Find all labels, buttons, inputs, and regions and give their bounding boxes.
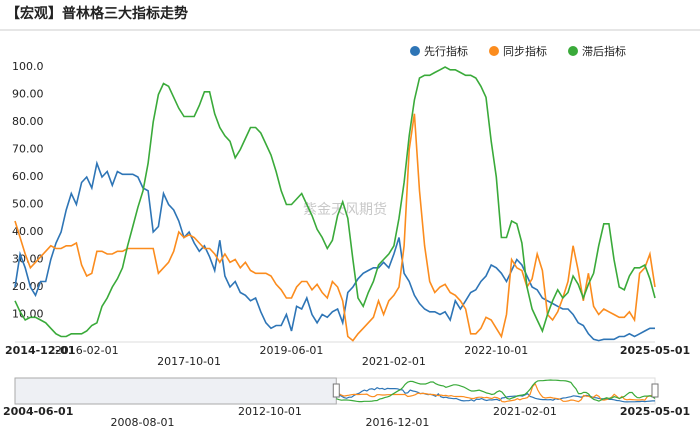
y-tick-label: 100.0 bbox=[12, 60, 44, 73]
navigator-line bbox=[336, 379, 656, 403]
navigator-tick-label: 2008-08-01 bbox=[111, 416, 175, 429]
series-line bbox=[14, 113, 656, 342]
navigator-handle[interactable] bbox=[651, 383, 659, 398]
legend-marker bbox=[568, 46, 578, 56]
x-tick-label: 2017-10-01 bbox=[157, 355, 221, 368]
y-tick-label: 50.00 bbox=[12, 198, 44, 211]
navigator-end: 2025-05-01 bbox=[620, 405, 690, 418]
legend-label: 先行指标 bbox=[424, 44, 468, 58]
legend-marker bbox=[489, 46, 499, 56]
navigator-handle[interactable] bbox=[332, 383, 340, 398]
x-tick-label: 2019-06-01 bbox=[260, 344, 324, 357]
y-tick-label: 20.00 bbox=[12, 280, 44, 293]
series-line bbox=[14, 160, 655, 342]
navigator-tick-label: 2012-10-01 bbox=[238, 405, 302, 418]
y-tick-label: 80.00 bbox=[12, 115, 44, 128]
navigator-mask bbox=[14, 377, 337, 405]
legend-label: 滞后指标 bbox=[582, 44, 626, 58]
navigator-tick-label: 2016-12-01 bbox=[366, 416, 430, 429]
y-tick-label: 70.00 bbox=[12, 143, 44, 156]
series-line bbox=[14, 66, 656, 338]
x-tick-label: 2021-02-01 bbox=[362, 355, 426, 368]
navigator-tick-label: 2021-02-01 bbox=[493, 405, 557, 418]
navigator-line bbox=[335, 387, 655, 403]
chart-title: 【宏观】普林格三大指标走势 bbox=[6, 5, 188, 22]
legend-label: 同步指标 bbox=[503, 44, 547, 58]
x-tick-label: 2022-10-01 bbox=[464, 344, 528, 357]
y-tick-label: 90.00 bbox=[12, 88, 44, 101]
x-tick-label: 2014-12-01 bbox=[5, 344, 75, 357]
x-tick-label: 2025-05-01 bbox=[620, 344, 690, 357]
navigator-start: 2004-06-01 bbox=[3, 405, 73, 418]
y-tick-label: 60.00 bbox=[12, 170, 44, 183]
legend-marker bbox=[410, 46, 420, 56]
x-tick-label: 2016-02-01 bbox=[55, 344, 119, 357]
